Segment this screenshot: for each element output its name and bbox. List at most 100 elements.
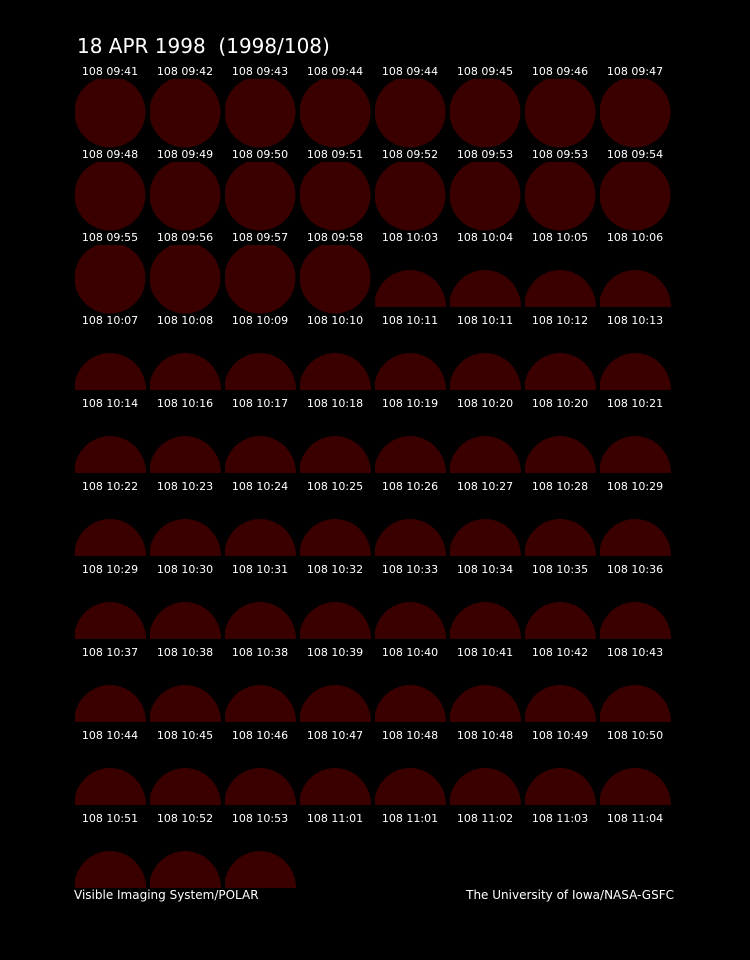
frame-label: 108 10:43 bbox=[607, 646, 663, 659]
frame-label: 108 09:48 bbox=[82, 148, 138, 161]
earth-disk bbox=[450, 162, 521, 231]
frame-label: 108 10:32 bbox=[307, 563, 363, 576]
frame-label: 108 10:51 bbox=[82, 812, 138, 825]
frame-label: 108 10:03 bbox=[382, 231, 438, 244]
earth-limb bbox=[225, 519, 296, 556]
earth-limb bbox=[450, 602, 521, 639]
earth-limb bbox=[450, 270, 521, 307]
earth-disk bbox=[525, 79, 596, 148]
earth-limb bbox=[300, 436, 371, 473]
frame-label: 108 10:48 bbox=[457, 729, 513, 742]
earth-limb bbox=[75, 353, 146, 390]
frame-label: 108 10:45 bbox=[157, 729, 213, 742]
earth-limb bbox=[600, 436, 671, 473]
frame-label: 108 11:01 bbox=[307, 812, 363, 825]
frame-label: 108 10:22 bbox=[82, 480, 138, 493]
frame-label: 108 10:46 bbox=[232, 729, 288, 742]
earth-limb bbox=[600, 270, 671, 307]
frame-label: 108 09:43 bbox=[232, 65, 288, 78]
earth-limb bbox=[150, 685, 221, 722]
frame-label: 108 09:46 bbox=[532, 65, 588, 78]
earth-limb bbox=[600, 685, 671, 722]
frame-label: 108 10:52 bbox=[157, 812, 213, 825]
frame-label: 108 09:56 bbox=[157, 231, 213, 244]
earth-limb bbox=[375, 602, 446, 639]
frame-label: 108 10:25 bbox=[307, 480, 363, 493]
frame-label: 108 10:26 bbox=[382, 480, 438, 493]
earth-limb bbox=[375, 270, 446, 307]
earth-limb bbox=[300, 685, 371, 722]
earth-limb bbox=[375, 768, 446, 805]
footer-right: The University of Iowa/NASA-GSFC bbox=[465, 888, 674, 902]
frame-label: 108 11:03 bbox=[532, 812, 588, 825]
frame-label: 108 10:08 bbox=[157, 314, 213, 327]
earth-limb bbox=[450, 685, 521, 722]
frame-label: 108 10:36 bbox=[607, 563, 663, 576]
frame-label: 108 10:24 bbox=[232, 480, 288, 493]
frame-label: 108 10:53 bbox=[232, 812, 288, 825]
frame-label: 108 10:18 bbox=[307, 397, 363, 410]
earth-disk bbox=[150, 162, 221, 231]
frame-label: 108 10:38 bbox=[157, 646, 213, 659]
earth-disk bbox=[75, 245, 146, 314]
frame-label: 108 10:34 bbox=[457, 563, 513, 576]
earth-limb bbox=[300, 602, 371, 639]
frame-label: 108 10:49 bbox=[532, 729, 588, 742]
earth-limb bbox=[300, 353, 371, 390]
earth-limb bbox=[225, 353, 296, 390]
frame-label: 108 10:27 bbox=[457, 480, 513, 493]
earth-limb bbox=[450, 353, 521, 390]
frame-label: 108 10:19 bbox=[382, 397, 438, 410]
earth-limb bbox=[600, 768, 671, 805]
earth-disk bbox=[450, 79, 521, 148]
frame-label: 108 09:44 bbox=[382, 65, 438, 78]
earth-limb bbox=[450, 768, 521, 805]
frame-label: 108 09:52 bbox=[382, 148, 438, 161]
earth-limb bbox=[450, 519, 521, 556]
earth-disk bbox=[225, 79, 296, 148]
earth-limb bbox=[225, 602, 296, 639]
frame-label: 108 10:13 bbox=[607, 314, 663, 327]
earth-disk bbox=[75, 162, 146, 231]
earth-disk bbox=[150, 79, 221, 148]
earth-limb bbox=[525, 270, 596, 307]
frame-label: 108 10:33 bbox=[382, 563, 438, 576]
frame-label: 108 10:06 bbox=[607, 231, 663, 244]
earth-limb bbox=[225, 851, 296, 888]
earth-disk bbox=[600, 162, 671, 231]
frame-label: 108 10:12 bbox=[532, 314, 588, 327]
earth-limb bbox=[150, 851, 221, 888]
earth-limb bbox=[225, 685, 296, 722]
frame-label: 108 10:31 bbox=[232, 563, 288, 576]
frame-label: 108 10:14 bbox=[82, 397, 138, 410]
frame-label: 108 10:42 bbox=[532, 646, 588, 659]
earth-limb bbox=[525, 353, 596, 390]
earth-limb bbox=[75, 685, 146, 722]
frame-label: 108 10:20 bbox=[457, 397, 513, 410]
frame-label: 108 11:04 bbox=[607, 812, 663, 825]
frame-label: 108 10:10 bbox=[307, 314, 363, 327]
earth-limb bbox=[75, 436, 146, 473]
frame-label: 108 09:41 bbox=[82, 65, 138, 78]
earth-limb bbox=[75, 519, 146, 556]
frame-label: 108 10:04 bbox=[457, 231, 513, 244]
frame-label: 108 10:44 bbox=[82, 729, 138, 742]
earth-limb bbox=[300, 519, 371, 556]
earth-limb bbox=[75, 768, 146, 805]
earth-disk bbox=[300, 79, 371, 148]
frame-label: 108 10:17 bbox=[232, 397, 288, 410]
frame-label: 108 10:16 bbox=[157, 397, 213, 410]
earth-limb bbox=[525, 519, 596, 556]
earth-limb bbox=[225, 436, 296, 473]
frame-label: 108 10:41 bbox=[457, 646, 513, 659]
earth-limb bbox=[525, 768, 596, 805]
earth-limb bbox=[150, 436, 221, 473]
earth-limb bbox=[375, 685, 446, 722]
earth-disk bbox=[300, 245, 371, 314]
frame-label: 108 10:30 bbox=[157, 563, 213, 576]
earth-limb bbox=[600, 602, 671, 639]
frame-label: 108 10:29 bbox=[82, 563, 138, 576]
frame-label: 108 10:09 bbox=[232, 314, 288, 327]
earth-limb bbox=[450, 436, 521, 473]
